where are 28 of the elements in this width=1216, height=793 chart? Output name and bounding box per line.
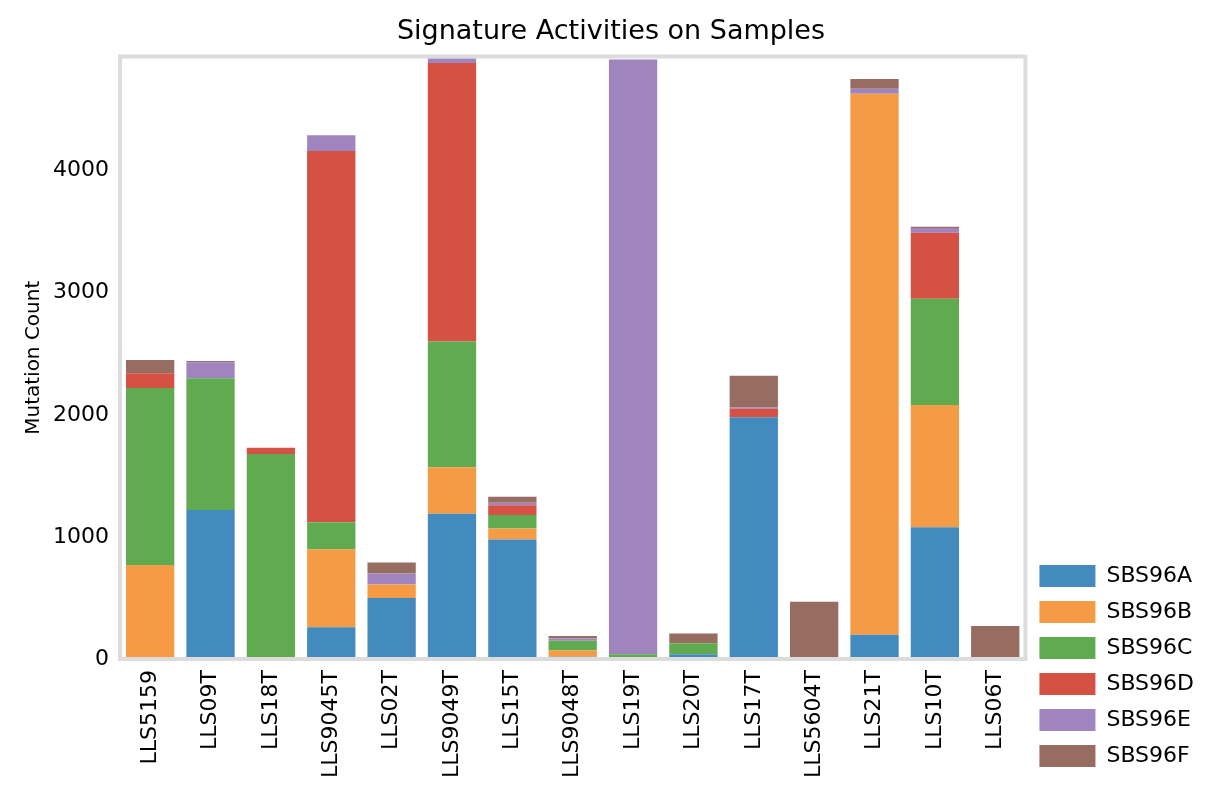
legend-label: SBS96B (1106, 597, 1193, 623)
x-tick-label: LLS17T (739, 669, 765, 751)
legend-label: SBS96E (1106, 705, 1191, 731)
legend-label: SBS96C (1106, 633, 1193, 659)
x-tick-label: LLS20T (679, 669, 705, 751)
legend-label: SBS96F (1106, 741, 1190, 767)
x-tick-label: LLS15T (498, 669, 524, 751)
y-tick-label: 0 (94, 644, 109, 670)
chart-title: Signature Activities on Samples (396, 14, 826, 46)
y-axis-title: Mutation Count (20, 280, 45, 435)
x-tick-label: LLS02T (377, 669, 403, 751)
x-tick-label: LLS5604T (799, 669, 825, 778)
legend-label: SBS96A (1106, 561, 1193, 587)
x-tick-label: LLS9049T (437, 669, 463, 778)
x-tick-label: LLS09T (196, 669, 222, 751)
x-tick-label: LLS21T (860, 669, 886, 751)
y-tick-label: 1000 (52, 522, 109, 548)
x-tick-label: LLS5159 (135, 670, 161, 765)
x-tick-label: LLS10T (920, 669, 946, 751)
x-tick-label: LLS9048T (558, 669, 584, 778)
x-tick-label: LLS19T (618, 669, 644, 751)
x-tick-label: LLS06T (980, 669, 1006, 751)
legend-label: SBS96D (1106, 669, 1195, 695)
y-tick-label: 4000 (52, 156, 109, 182)
y-tick-label: 2000 (52, 400, 109, 426)
x-tick-label: LLS18T (256, 669, 282, 751)
y-tick-label: 3000 (52, 278, 109, 304)
x-tick-label: LLS9045T (316, 669, 342, 778)
